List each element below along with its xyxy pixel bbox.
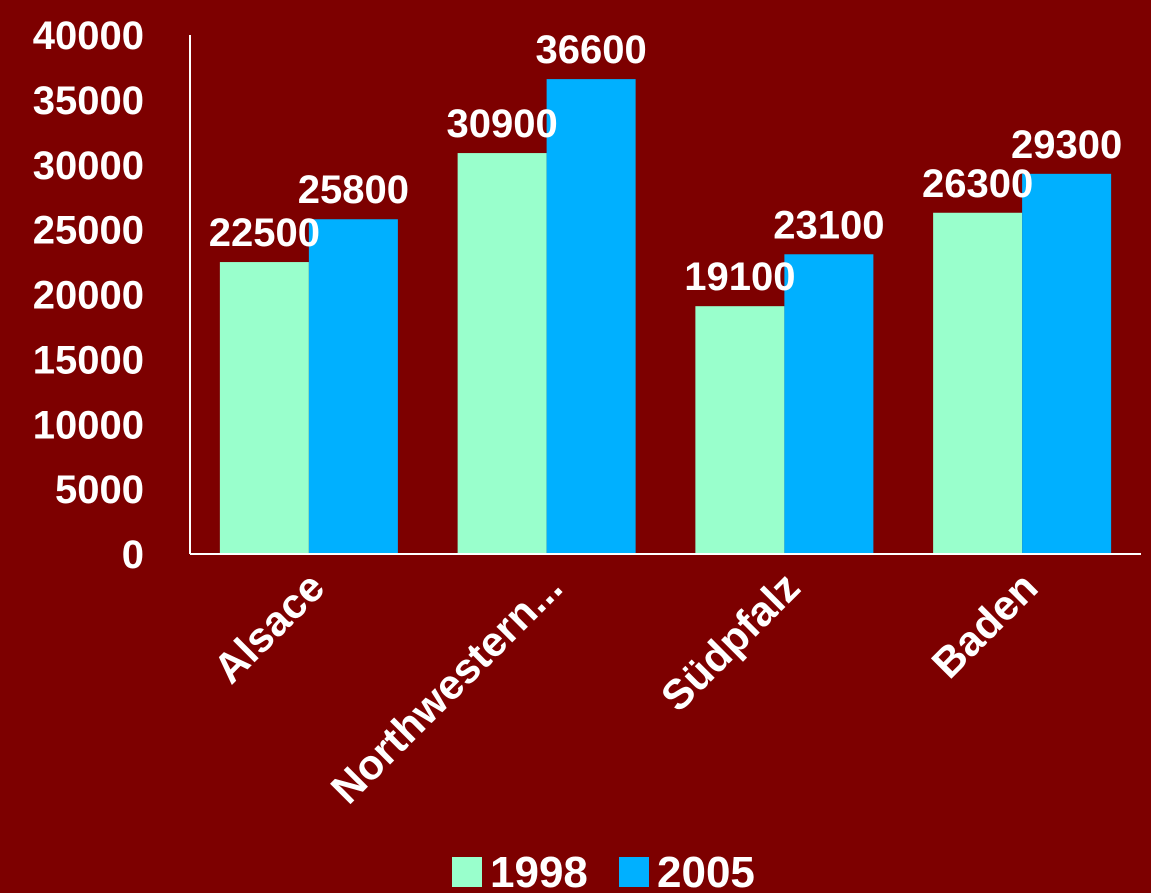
data-label: 25800 <box>298 168 409 212</box>
bar <box>1022 173 1112 554</box>
legend-label: 1998 <box>490 848 588 893</box>
category-label: Südpfalz <box>652 563 809 720</box>
data-label: 29300 <box>1011 123 1122 167</box>
data-label: 23100 <box>773 203 884 247</box>
category-label: Northwestern... <box>322 563 571 812</box>
category-label: Baden <box>922 563 1046 687</box>
data-label: 36600 <box>536 28 647 72</box>
legend-swatch <box>452 857 482 887</box>
bars <box>219 79 1112 555</box>
y-axis-ticks: 0 5000 10000 15000 20000 25000 30000 35000 40000 <box>33 14 144 577</box>
y-tick-label: 0 <box>122 533 144 577</box>
bar <box>219 262 309 554</box>
y-tick-label: 20000 <box>33 274 144 318</box>
y-tick-label: 5000 <box>55 468 144 512</box>
data-label: 30900 <box>447 102 558 146</box>
data-label: 19100 <box>684 255 795 299</box>
bar <box>546 79 636 555</box>
y-tick-label: 30000 <box>33 144 144 188</box>
y-tick-label: 40000 <box>33 14 144 58</box>
legend-swatch <box>619 857 649 887</box>
bar <box>308 219 398 554</box>
y-tick-label: 35000 <box>33 79 144 123</box>
y-tick-label: 25000 <box>33 209 144 253</box>
legend-label: 2005 <box>657 848 755 893</box>
data-label: 22500 <box>209 211 320 255</box>
category-label: Alsace <box>204 563 333 692</box>
bar <box>457 153 547 554</box>
bar <box>784 254 874 554</box>
bar <box>933 212 1023 554</box>
bar <box>695 306 785 554</box>
y-tick-label: 15000 <box>33 338 144 382</box>
y-tick-label: 10000 <box>33 403 144 447</box>
legend: 1998 2005 <box>452 848 755 893</box>
axes <box>189 35 1141 555</box>
data-label: 26300 <box>922 162 1033 206</box>
